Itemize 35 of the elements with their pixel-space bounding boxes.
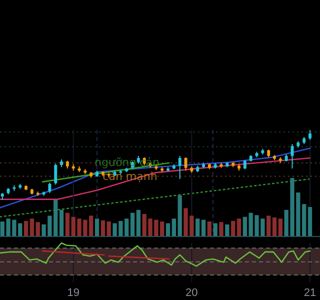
candlestick: [54, 163, 58, 186]
bar: [130, 212, 135, 236]
bar: [65, 212, 70, 236]
bar: [242, 216, 247, 236]
candlestick: [178, 155, 182, 180]
bar: [308, 207, 312, 236]
bar: [94, 218, 100, 236]
bar: [201, 220, 206, 236]
bar: [213, 223, 218, 236]
x-tick-label: 19: [67, 286, 80, 299]
bar: [207, 222, 212, 236]
bar: [166, 223, 170, 236]
bar: [36, 222, 40, 236]
candlestick: [243, 160, 246, 170]
bar: [236, 218, 242, 236]
bar: [24, 220, 28, 236]
bar: [136, 210, 141, 236]
bar: [100, 220, 106, 236]
x-tick-label: 21: [304, 286, 316, 299]
bar: [196, 218, 200, 236]
bar: [219, 222, 224, 236]
bar: [302, 204, 306, 236]
bar: [172, 218, 176, 236]
candlestick: [308, 130, 312, 140]
bar: [278, 218, 282, 236]
bar: [106, 222, 111, 236]
bar: [231, 220, 236, 236]
bar: [225, 224, 230, 236]
bar: [30, 218, 34, 236]
bar: [266, 216, 271, 236]
bar: [272, 217, 277, 236]
bar: [178, 195, 182, 236]
candlestick: [48, 182, 52, 194]
x-tick-label: 20: [186, 286, 198, 299]
bar: [59, 210, 64, 236]
